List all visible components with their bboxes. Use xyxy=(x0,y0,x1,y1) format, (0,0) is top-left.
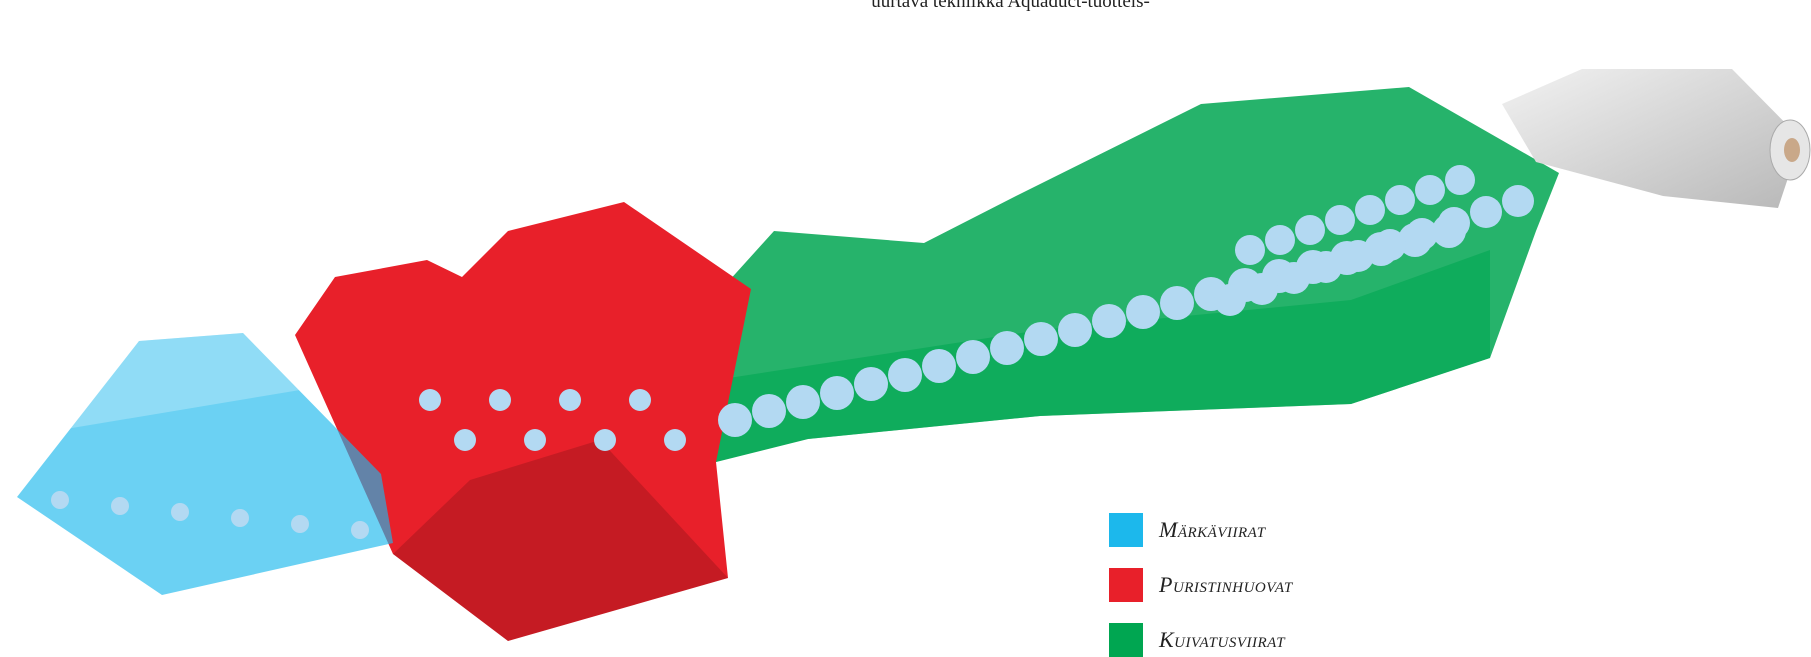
roller xyxy=(1385,185,1415,215)
roller xyxy=(1502,185,1534,217)
roller xyxy=(629,389,651,411)
roller xyxy=(752,394,786,428)
legend-item: Märkäviirat xyxy=(1109,512,1266,547)
header-text: uurtava tekniikka Aquaduct-tuotteis- xyxy=(871,0,1150,12)
roller xyxy=(419,389,441,411)
roller xyxy=(1092,304,1126,338)
roller xyxy=(489,389,511,411)
legend-label: Puristinhuovat xyxy=(1159,571,1293,597)
roller xyxy=(524,429,546,451)
roller xyxy=(1058,313,1092,347)
roller xyxy=(1235,235,1265,265)
wet-section-highlight xyxy=(60,333,300,430)
roller xyxy=(718,403,752,437)
roller xyxy=(1342,240,1374,272)
roller xyxy=(171,503,189,521)
roller xyxy=(1278,262,1310,294)
roller xyxy=(664,429,686,451)
legend-label: Kuivatusviirat xyxy=(1159,626,1286,652)
roller xyxy=(594,429,616,451)
press-section-shade xyxy=(393,440,728,641)
roller xyxy=(1265,225,1295,255)
roller xyxy=(1024,322,1058,356)
roller xyxy=(1406,218,1438,250)
roller xyxy=(51,491,69,509)
roller xyxy=(990,331,1024,365)
roller xyxy=(1355,195,1385,225)
roller xyxy=(1214,284,1246,316)
roller xyxy=(1374,229,1406,261)
roller xyxy=(111,497,129,515)
roller xyxy=(820,376,854,410)
roller xyxy=(1325,205,1355,235)
roller xyxy=(1295,215,1325,245)
reel-core xyxy=(1784,138,1800,162)
roller xyxy=(922,349,956,383)
roller xyxy=(1415,175,1445,205)
roller xyxy=(1310,251,1342,283)
legend-swatch xyxy=(1109,512,1143,547)
rollers xyxy=(51,165,1534,539)
drying-section-shade xyxy=(716,250,1490,462)
roller xyxy=(1445,165,1475,195)
roller xyxy=(291,515,309,533)
roller xyxy=(454,429,476,451)
roller xyxy=(351,521,369,539)
legend-swatch xyxy=(1109,567,1143,602)
roller xyxy=(1246,273,1278,305)
roller xyxy=(1160,286,1194,320)
legend-item: Kuivatusviirat xyxy=(1109,622,1285,657)
legend-item: Puristinhuovat xyxy=(1109,567,1293,602)
legend-label: Märkäviirat xyxy=(1159,516,1266,542)
roller xyxy=(559,389,581,411)
roller xyxy=(1126,295,1160,329)
legend-swatch xyxy=(1109,622,1143,657)
roller xyxy=(786,385,820,419)
roller xyxy=(231,509,249,527)
roller xyxy=(1470,196,1502,228)
roller xyxy=(956,340,990,374)
reel-web xyxy=(1502,69,1801,208)
roller xyxy=(854,367,888,401)
roller xyxy=(888,358,922,392)
roller xyxy=(1438,207,1470,239)
press-section xyxy=(295,202,751,641)
